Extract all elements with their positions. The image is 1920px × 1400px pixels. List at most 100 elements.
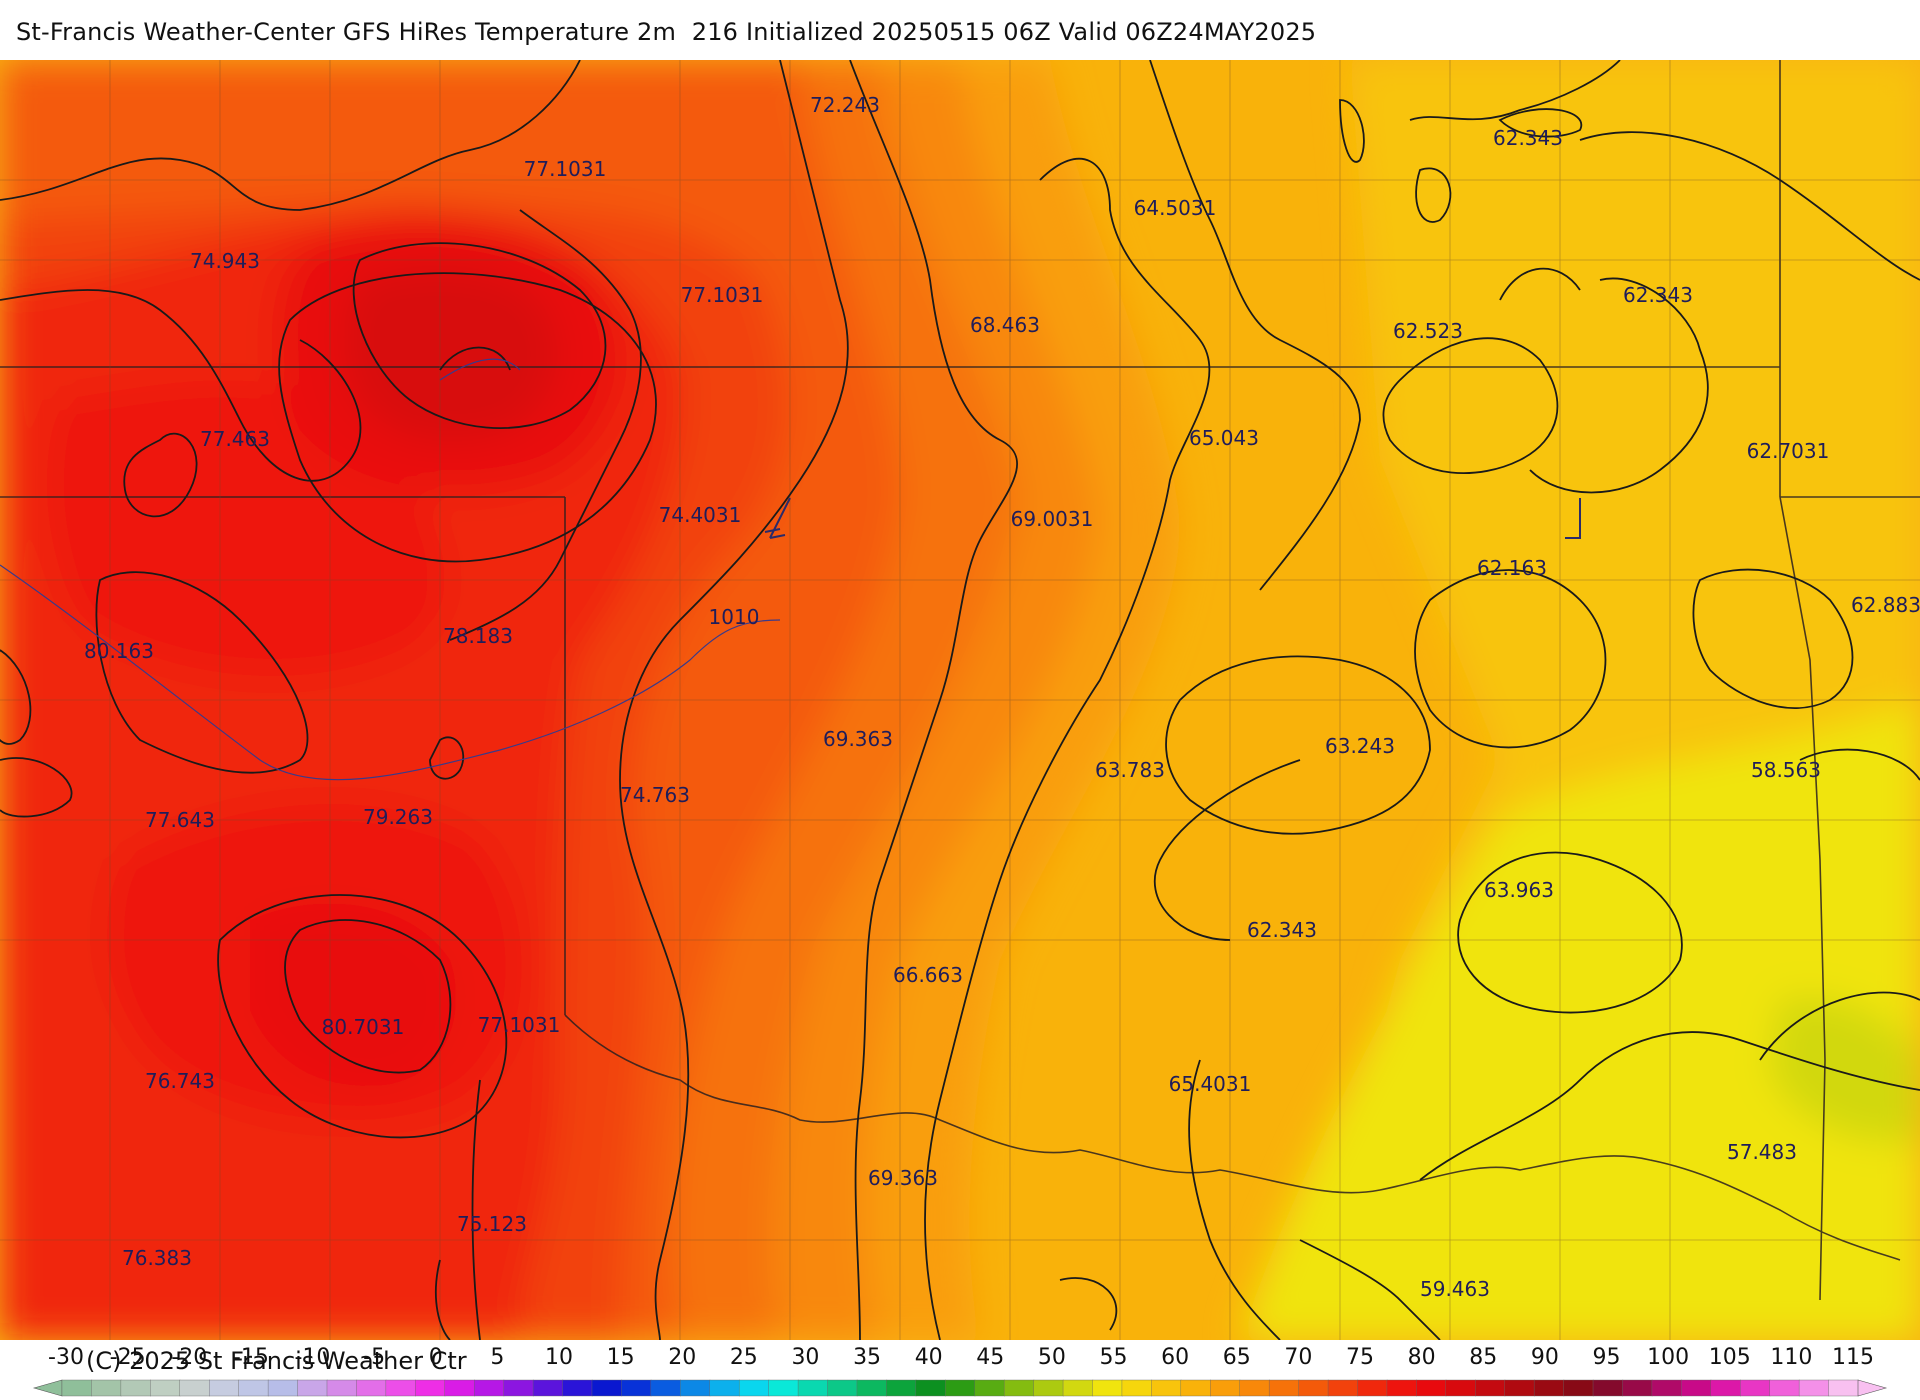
scale-max-arrow xyxy=(1857,1379,1888,1397)
temperature-value-label: 76.383 xyxy=(122,1246,192,1270)
scale-tick-label: -15 xyxy=(233,1345,269,1370)
scale-color-swatch xyxy=(1592,1379,1624,1397)
temperature-value-label: 65.043 xyxy=(1189,426,1259,450)
scale-color-swatch xyxy=(267,1379,299,1397)
scale-color-swatch xyxy=(1151,1379,1182,1397)
copyright-notice: (C) 2025 St Francis Weather Ctr xyxy=(86,1347,467,1375)
scale-color-swatch xyxy=(1268,1379,1300,1397)
scale-tick-label: 65 xyxy=(1223,1345,1251,1370)
color-scale-bar: -30 -25 -20 -15 -10 -5 0 5 10 15 20 25 30 35 40 45 50 55 6… xyxy=(32,1345,1888,1397)
temperature-fill xyxy=(0,60,1920,1340)
scale-tick-label: -30 xyxy=(48,1345,84,1370)
scale-tick-label: 75 xyxy=(1346,1345,1374,1370)
scale-color-swatch xyxy=(120,1379,152,1397)
temperature-value-label: 63.243 xyxy=(1325,734,1395,758)
scale-min-arrow xyxy=(32,1379,63,1397)
scale-color-bar xyxy=(32,1379,1888,1397)
scale-tick-label: 20 xyxy=(668,1345,696,1370)
scale-tick-label: 70 xyxy=(1284,1345,1312,1370)
scale-color-swatch xyxy=(1327,1379,1359,1397)
temperature-value-label: 79.263 xyxy=(363,805,433,829)
scale-tick-label: 30 xyxy=(791,1345,819,1370)
scale-color-swatch xyxy=(591,1379,623,1397)
temperature-value-label: 66.663 xyxy=(893,963,963,987)
wind-barbs xyxy=(764,497,1581,539)
map-title: St-Francis Weather-Center GFS HiRes Temp… xyxy=(16,18,1317,46)
temperature-value-label: 57.483 xyxy=(1727,1140,1797,1164)
temperature-value-label: 63.963 xyxy=(1484,878,1554,902)
scale-tick-label: 25 xyxy=(730,1345,758,1370)
scale-color-swatch xyxy=(91,1379,122,1397)
scale-color-swatch xyxy=(503,1379,534,1397)
scale-color-swatch xyxy=(1533,1379,1565,1397)
scale-color-swatch xyxy=(1651,1379,1683,1397)
temperature-value-label: 75.123 xyxy=(457,1212,527,1236)
state-boundaries xyxy=(0,60,1920,1301)
temperature-value-label: 62.163 xyxy=(1477,556,1547,580)
temperature-value-label: 77.1031 xyxy=(478,1013,561,1037)
scale-color-swatch xyxy=(827,1379,858,1397)
temperature-value-label: 59.463 xyxy=(1420,1277,1490,1301)
scale-tick-label: 80 xyxy=(1408,1345,1436,1370)
scale-tick-label: 10 xyxy=(545,1345,573,1370)
scale-tick-label: 45 xyxy=(976,1345,1004,1370)
scale-tick-label: 50 xyxy=(1038,1345,1066,1370)
scale-tick-label: 95 xyxy=(1593,1345,1621,1370)
scale-color-swatch xyxy=(61,1379,93,1397)
temperature-value-label: 62.883 xyxy=(1851,593,1920,617)
temperature-value-label: 80.163 xyxy=(84,639,154,663)
scale-tick-label: 115 xyxy=(1832,1345,1874,1370)
scale-color-swatch xyxy=(1710,1379,1741,1397)
scale-color-swatch xyxy=(1386,1379,1418,1397)
scale-tick-label: 60 xyxy=(1161,1345,1189,1370)
scale-color-swatch xyxy=(1416,1379,1447,1397)
scale-color-swatch xyxy=(1622,1379,1653,1397)
value-label-layer: 72.243 77.1031 74.943 77.1031 64.5031 62.343 6… xyxy=(84,93,1920,1301)
scale-color-swatch xyxy=(1239,1379,1270,1397)
scale-color-swatch xyxy=(886,1379,917,1397)
scale-tick-label: -5 xyxy=(363,1345,385,1370)
scale-color-swatch xyxy=(179,1379,210,1397)
scale-color-swatch xyxy=(680,1379,711,1397)
scale-color-swatch xyxy=(1475,1379,1506,1397)
scale-tick-label: 90 xyxy=(1531,1345,1559,1370)
temperature-value-label: 68.463 xyxy=(970,313,1040,337)
scale-color-swatch xyxy=(1298,1379,1329,1397)
scale-color-swatch xyxy=(444,1379,475,1397)
scale-tick-label: 105 xyxy=(1709,1345,1751,1370)
temperature-value-label: 80.7031 xyxy=(322,1015,405,1039)
scale-color-swatch xyxy=(532,1379,564,1397)
scale-tick-label: 15 xyxy=(607,1345,635,1370)
scale-color-swatch xyxy=(1798,1379,1830,1397)
scale-color-swatch xyxy=(1180,1379,1211,1397)
scale-color-swatch xyxy=(1121,1379,1153,1397)
scale-color-swatch xyxy=(473,1379,505,1397)
scale-color-swatch xyxy=(738,1379,770,1397)
scale-color-swatch xyxy=(326,1379,358,1397)
scale-tick-label: 55 xyxy=(1100,1345,1128,1370)
temperature-value-label: 74.4031 xyxy=(659,503,742,527)
scale-color-swatch xyxy=(238,1379,269,1397)
temperature-value-label: 76.743 xyxy=(145,1069,215,1093)
scale-color-swatch xyxy=(1210,1379,1241,1397)
scale-color-swatch xyxy=(1769,1379,1800,1397)
temperature-value-label: 74.943 xyxy=(190,249,260,273)
scale-color-swatch xyxy=(1681,1379,1712,1397)
scale-color-swatch xyxy=(1357,1379,1388,1397)
scale-color-swatch xyxy=(1033,1379,1064,1397)
scale-color-swatch xyxy=(945,1379,976,1397)
scale-tick-label: 100 xyxy=(1647,1345,1689,1370)
scale-color-swatch xyxy=(974,1379,1005,1397)
temperature-value-label: 63.783 xyxy=(1095,758,1165,782)
scale-tick-label: 0 xyxy=(429,1345,443,1370)
temperature-map: 72.243 77.1031 74.943 77.1031 64.5031 62.343 6… xyxy=(0,60,1920,1340)
scale-color-swatch xyxy=(621,1379,652,1397)
scale-color-swatch xyxy=(856,1379,888,1397)
pressure-contours xyxy=(0,60,1920,1340)
temperature-value-label: 77.643 xyxy=(145,808,215,832)
scale-color-swatch xyxy=(209,1379,240,1397)
scale-tick-labels: -30 -25 -20 -15 -10 -5 0 5 10 15 20 25 30 35 40 45 50 55 6… xyxy=(48,1345,1874,1370)
temperature-value-label: 69.363 xyxy=(868,1166,938,1190)
scale-color-swatch xyxy=(415,1379,446,1397)
scale-color-swatch xyxy=(385,1379,417,1397)
